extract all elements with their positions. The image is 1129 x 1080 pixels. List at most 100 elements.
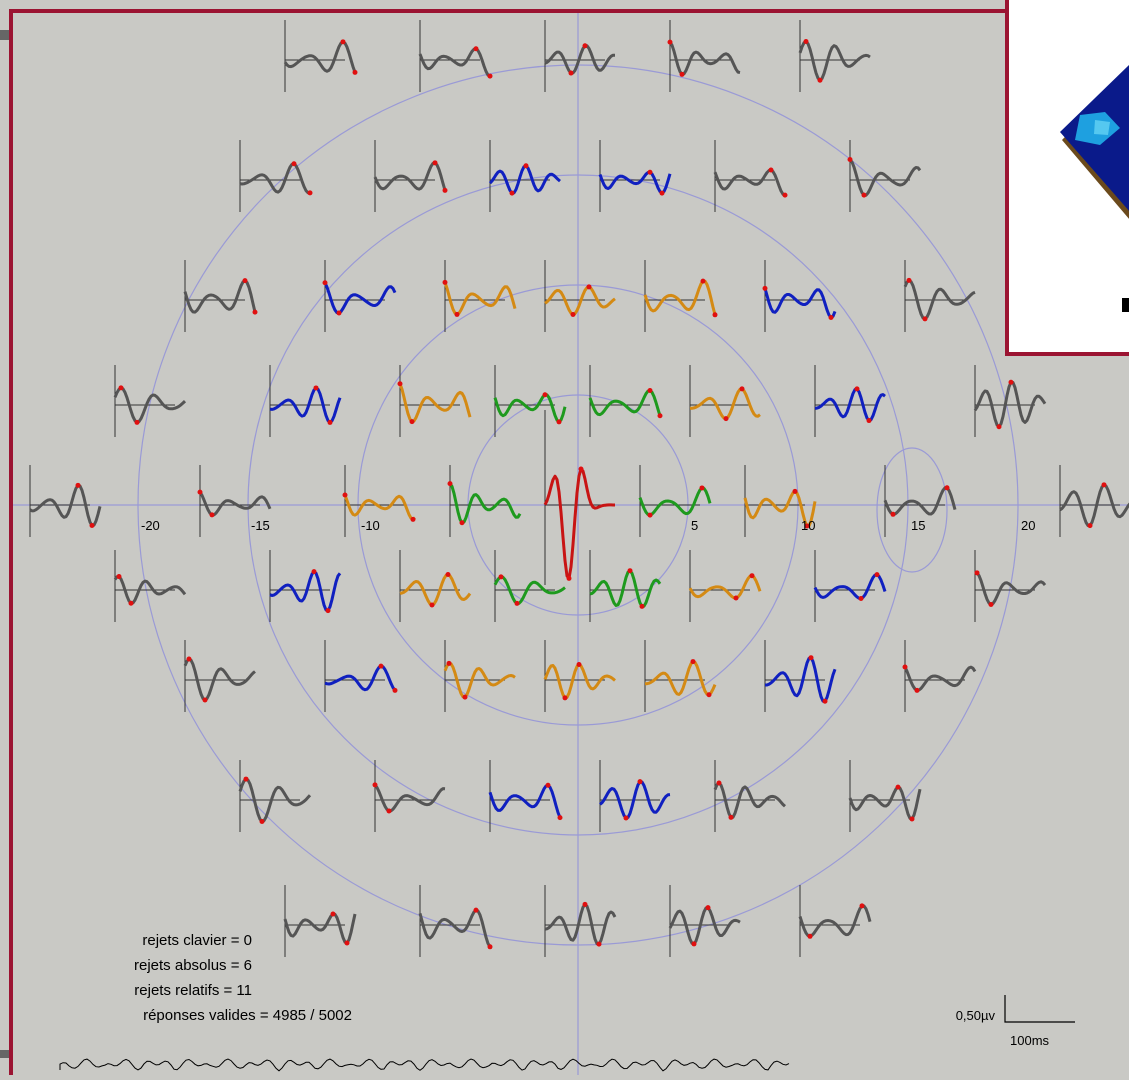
trace	[743, 489, 817, 528]
peak-marker	[570, 311, 576, 317]
trace	[418, 908, 492, 948]
peak-marker	[792, 488, 798, 494]
trace	[343, 494, 416, 521]
peak-marker	[327, 419, 333, 425]
peak-marker	[252, 309, 258, 315]
peak-marker	[325, 608, 331, 614]
peak-marker	[906, 277, 912, 283]
edge-mark	[0, 1050, 10, 1058]
peak-marker	[378, 663, 384, 669]
trace	[239, 162, 311, 195]
peak-marker	[699, 485, 705, 491]
trace	[1059, 483, 1129, 528]
peak-marker	[723, 416, 729, 422]
peak-marker	[637, 779, 643, 785]
peak-marker	[861, 192, 867, 198]
peak-marker	[562, 695, 568, 701]
trace	[598, 170, 672, 195]
trace	[113, 575, 187, 605]
trace	[814, 387, 886, 423]
axis-label: 10	[801, 518, 815, 533]
peak-marker	[1087, 523, 1093, 529]
peak-marker	[988, 602, 994, 608]
peak-marker	[487, 944, 493, 950]
peak-marker	[322, 280, 328, 286]
peak-marker	[996, 424, 1002, 430]
trace	[599, 780, 671, 820]
peak-marker	[242, 278, 248, 284]
peak-marker	[596, 941, 602, 947]
peak-marker	[705, 905, 711, 911]
stats: rejets clavier = 0 rejets absolus = 6 re…	[134, 932, 352, 1024]
edge-mark	[0, 30, 10, 40]
peak-marker	[545, 782, 551, 788]
trace	[883, 486, 957, 516]
trace	[848, 158, 922, 197]
blind-spot	[876, 447, 948, 573]
peak-marker	[542, 392, 548, 398]
peak-marker	[128, 600, 134, 606]
axis-label: -10	[361, 518, 380, 533]
peak-marker	[259, 819, 265, 825]
stat-line: rejets relatifs = 11	[134, 982, 252, 999]
peak-marker	[459, 520, 465, 526]
peak-marker	[586, 284, 592, 290]
peak-marker	[858, 595, 864, 601]
trace	[373, 783, 446, 813]
peak-marker	[1101, 482, 1107, 488]
peak-marker	[582, 901, 588, 907]
trace	[974, 571, 1047, 606]
peak-marker	[409, 419, 415, 425]
peak-marker	[866, 418, 872, 424]
trace	[544, 44, 615, 75]
trace	[544, 285, 616, 316]
peak-marker	[311, 569, 317, 575]
peak-marker	[454, 311, 460, 317]
peak-marker	[344, 940, 350, 946]
trace	[668, 906, 741, 946]
peak-marker	[352, 69, 358, 75]
peak-marker	[566, 575, 572, 581]
peak-marker	[627, 568, 633, 574]
peak-marker	[909, 816, 915, 822]
peak-marker	[186, 656, 192, 662]
peak-marker	[700, 278, 706, 284]
peak-marker	[623, 815, 629, 821]
trace	[713, 781, 787, 819]
trace	[443, 661, 516, 699]
peak-marker	[690, 659, 696, 665]
peak-marker	[514, 600, 520, 606]
peak-marker	[749, 573, 755, 579]
peak-marker	[733, 595, 739, 601]
peak-marker	[576, 662, 582, 668]
peak-marker	[712, 312, 718, 318]
trace	[644, 660, 717, 697]
peak-marker	[1008, 379, 1014, 385]
peak-marker	[807, 933, 813, 939]
peak-marker	[817, 77, 823, 83]
stat-line: rejets absolus = 6	[134, 957, 252, 974]
axis-label: -20	[141, 518, 160, 533]
axis-label: -15	[251, 518, 270, 533]
inset	[1005, 0, 1129, 356]
peak-marker	[922, 316, 928, 322]
peak-marker	[895, 784, 901, 790]
surface-peak	[1094, 120, 1110, 135]
peak-marker	[118, 385, 124, 391]
trace	[283, 912, 357, 945]
peak-marker	[313, 385, 319, 391]
plot-panel	[9, 9, 1129, 1080]
peak-marker	[446, 660, 452, 666]
peak-marker	[854, 386, 860, 392]
peak-marker	[859, 903, 865, 909]
trace	[543, 467, 615, 580]
trace	[798, 40, 871, 82]
trace	[763, 287, 837, 319]
scale-lines	[1004, 995, 1075, 1023]
peak-marker	[739, 386, 745, 392]
peak-marker	[397, 381, 403, 387]
time-label: 100ms	[1010, 1033, 1050, 1048]
inset-mark	[1122, 298, 1129, 312]
trace	[589, 569, 662, 608]
